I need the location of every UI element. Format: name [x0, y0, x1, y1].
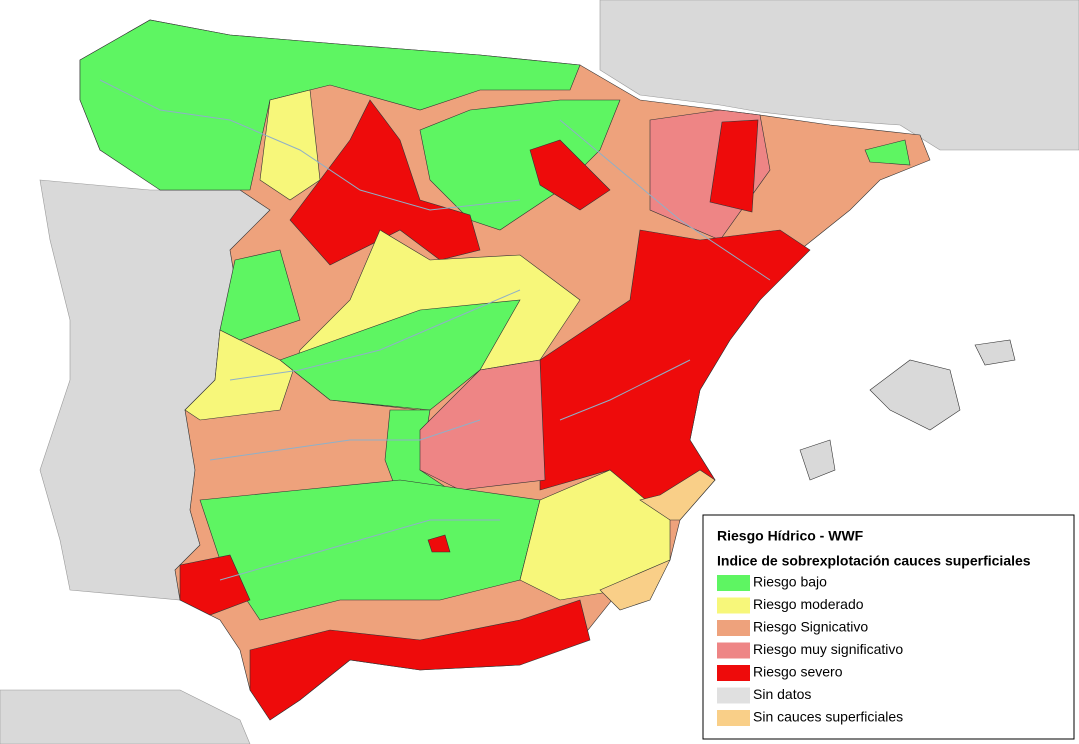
legend-swatch [717, 575, 750, 591]
legend-swatch [717, 642, 750, 659]
menorca [974, 339, 1016, 366]
region [599, 559, 671, 611]
mallorca [869, 359, 961, 431]
region [79, 19, 581, 191]
region [419, 359, 546, 491]
rivers [99, 79, 771, 581]
river [99, 79, 521, 211]
legend-subtitle: Indice de sobrexplotación cauces superfi… [717, 553, 1031, 569]
legend-label: Riesgo muy significativo [753, 641, 903, 657]
legend-swatch [717, 710, 750, 726]
river [219, 519, 500, 581]
legend-label: Riesgo moderado [753, 596, 864, 612]
legend-swatch [717, 597, 750, 614]
legend-swatch [717, 687, 750, 704]
france [599, 0, 1079, 151]
legend-label: Riesgo severo [753, 664, 843, 680]
africa [0, 689, 251, 744]
region [529, 139, 611, 211]
region [864, 139, 911, 166]
legend-title: Riesgo Hídrico - WWF [717, 528, 864, 544]
region [709, 119, 759, 213]
legend-box [702, 514, 1075, 740]
spain [79, 19, 931, 721]
river [559, 119, 771, 281]
legend-swatch [717, 620, 750, 636]
legend-label: Riesgo Signicativo [753, 619, 868, 635]
ibiza [799, 439, 836, 481]
river [209, 419, 481, 461]
legend-label: Riesgo bajo [753, 574, 827, 590]
region [289, 99, 481, 266]
region [249, 599, 591, 721]
region [639, 469, 716, 521]
region [259, 89, 321, 201]
legend-label: Sin cauces superficiales [753, 709, 903, 725]
legend: Riesgo Hídrico - WWF Indice de sobrexplo… [702, 514, 1075, 740]
legend-swatch [717, 665, 750, 681]
region [427, 534, 451, 553]
region [179, 554, 251, 616]
legend-label: Sin datos [753, 686, 811, 702]
river [229, 289, 521, 381]
region [219, 249, 301, 341]
river [559, 359, 691, 421]
